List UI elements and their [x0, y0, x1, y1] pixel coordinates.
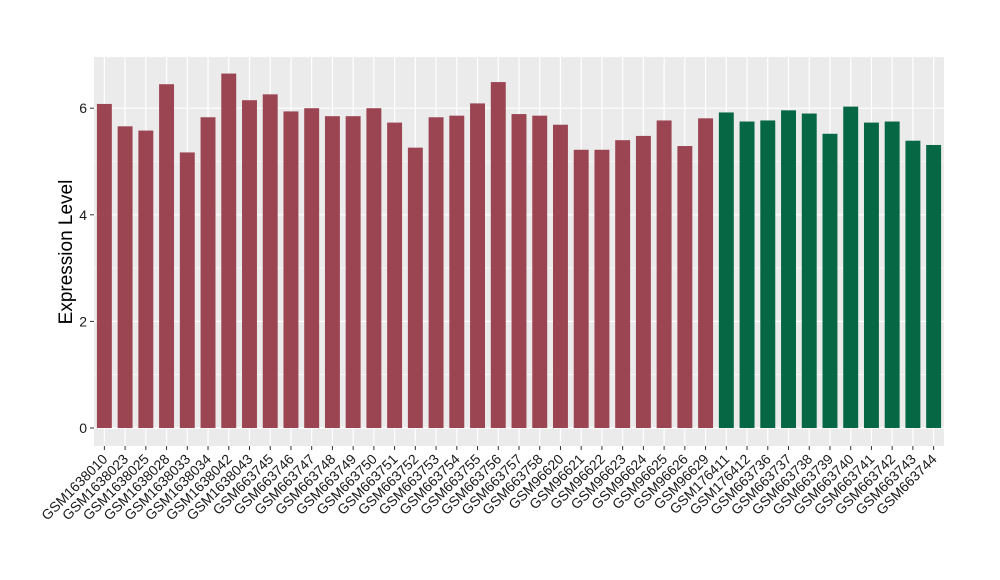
bar-GSM1638043: [242, 100, 257, 428]
bar-GSM96626: [677, 146, 693, 428]
bar-GSM663741: [863, 122, 879, 428]
bar-GSM663744: [926, 144, 942, 429]
bar-GSM663750: [366, 108, 382, 428]
bar-GSM1638010: [96, 103, 112, 428]
bar-GSM663757: [511, 114, 527, 429]
bar-GSM663742: [884, 121, 900, 429]
bar-GSM663737: [781, 110, 796, 428]
bar-GSM663746: [283, 111, 299, 428]
y-axis: 0 2 4 6: [79, 100, 94, 436]
bar-GSM176411: [718, 112, 734, 429]
bar-GSM663754: [449, 115, 465, 429]
bar-GSM176412: [739, 121, 755, 429]
bar-GSM1638025: [138, 130, 154, 428]
bar-GSM96624: [635, 135, 651, 428]
bar-GSM1638033: [179, 152, 195, 428]
bar-GSM1638028: [159, 84, 175, 428]
bar-GSM663751: [387, 122, 403, 428]
bar-GSM96622: [594, 149, 610, 429]
bar-GSM663756: [490, 82, 506, 428]
bars: [96, 73, 942, 429]
bar-GSM663738: [801, 113, 817, 428]
bar-GSM663743: [905, 140, 921, 428]
bar-GSM96620: [553, 124, 568, 429]
bar-GSM663749: [345, 116, 361, 428]
y-tick-label: 0: [79, 420, 87, 436]
bar-GSM663739: [822, 133, 838, 428]
bar-GSM663752: [407, 147, 423, 428]
bar-GSM663755: [470, 103, 485, 428]
bar-GSM96623: [615, 140, 631, 428]
y-tick-label: 2: [79, 313, 87, 329]
bar-GSM663745: [262, 94, 278, 428]
bar-GSM1638034: [200, 117, 216, 429]
y-tick-label: 4: [79, 207, 87, 223]
bar-GSM1638042: [221, 73, 237, 429]
bar-GSM663747: [304, 108, 320, 428]
bar-GSM96629: [698, 118, 714, 429]
bar-GSM663736: [760, 120, 776, 429]
bar-GSM663753: [428, 117, 444, 429]
y-tick-label: 6: [79, 100, 87, 116]
bar-GSM1638023: [117, 126, 133, 429]
y-axis-title: Expression Level: [56, 180, 77, 325]
bar-GSM663740: [843, 106, 859, 428]
x-axis: GSM1638010GSM1638023GSM1638025GSM1638028…: [38, 446, 940, 523]
bar-GSM663758: [532, 115, 548, 429]
bar-GSM663748: [324, 116, 340, 428]
bar-GSM96625: [656, 120, 672, 429]
bar-GSM96621: [573, 149, 589, 429]
